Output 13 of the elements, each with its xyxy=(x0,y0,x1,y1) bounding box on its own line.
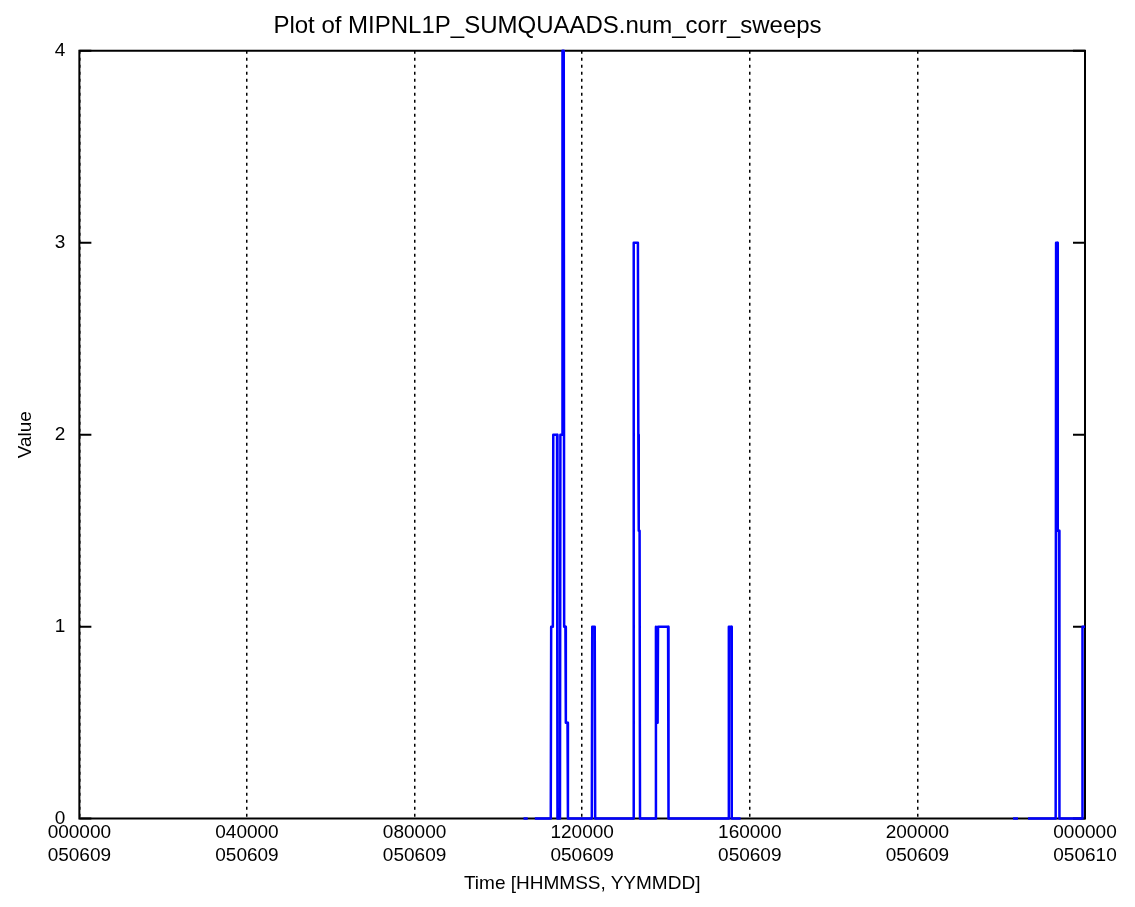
y-tick-label: 1 xyxy=(54,614,66,636)
x-tick-label: 000000 050610 xyxy=(1053,821,1117,866)
x-tick-label: 160000 050609 xyxy=(718,821,782,866)
x-tick-label: 080000 050609 xyxy=(382,821,447,866)
x-tick-label: 040000 050609 xyxy=(215,821,279,866)
y-axis-title: Value xyxy=(13,411,35,459)
x-tick-label: 120000 050609 xyxy=(550,821,614,866)
x-tick-label: 200000 050609 xyxy=(885,821,950,866)
y-tick-label: 3 xyxy=(54,230,66,252)
x-axis-title: Time [HHMMSS, YYMMDD] xyxy=(463,871,701,893)
chart-title: Plot of MIPNL1P_SUMQUAADS.num_corr_sweeps xyxy=(273,11,822,39)
y-tick-label: 4 xyxy=(54,39,66,61)
y-tick-label: 2 xyxy=(54,422,66,444)
